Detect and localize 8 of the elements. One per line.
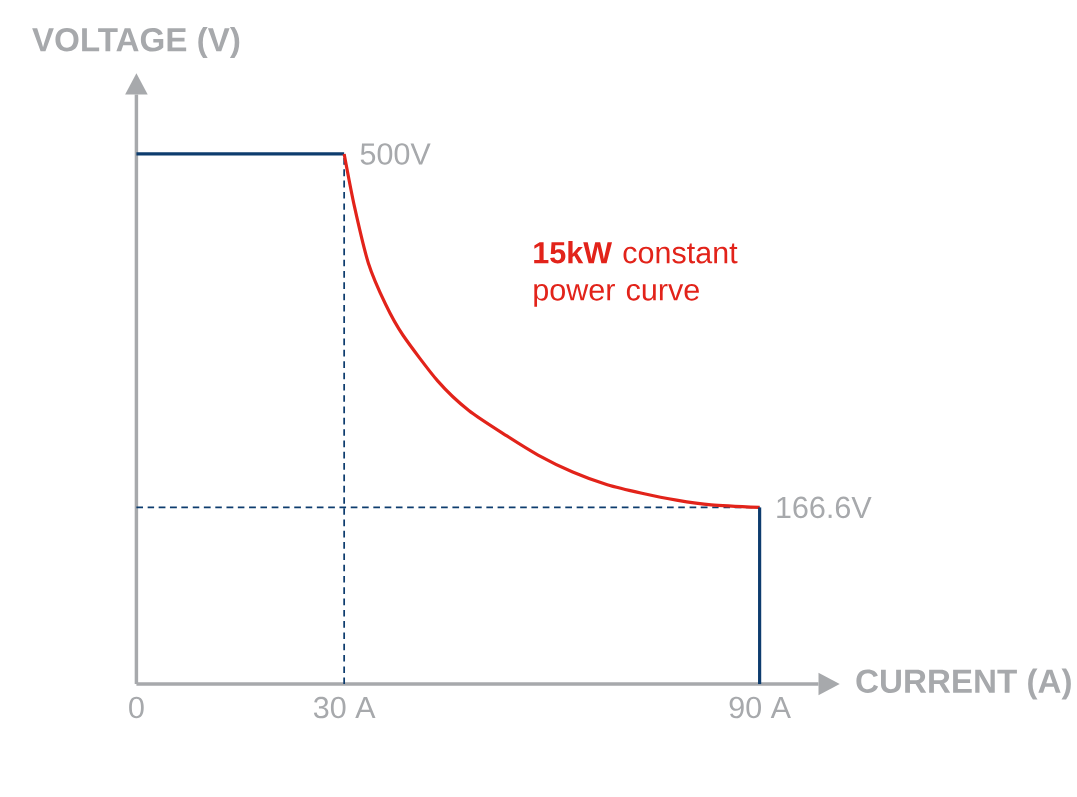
- x-tick-label: 30 A: [313, 696, 376, 719]
- x-axis-title: CURRENT (A): [856, 668, 1071, 700]
- data-label: 500V: [360, 143, 431, 165]
- annotation: 15kW constant power curve: [534, 241, 738, 307]
- x-tick-label: 0: [129, 696, 144, 719]
- y-axis-title: VOLTAGE (V): [32, 27, 240, 59]
- x-tick-label: 90 A: [729, 696, 791, 719]
- data-label: 166.6V: [777, 496, 872, 519]
